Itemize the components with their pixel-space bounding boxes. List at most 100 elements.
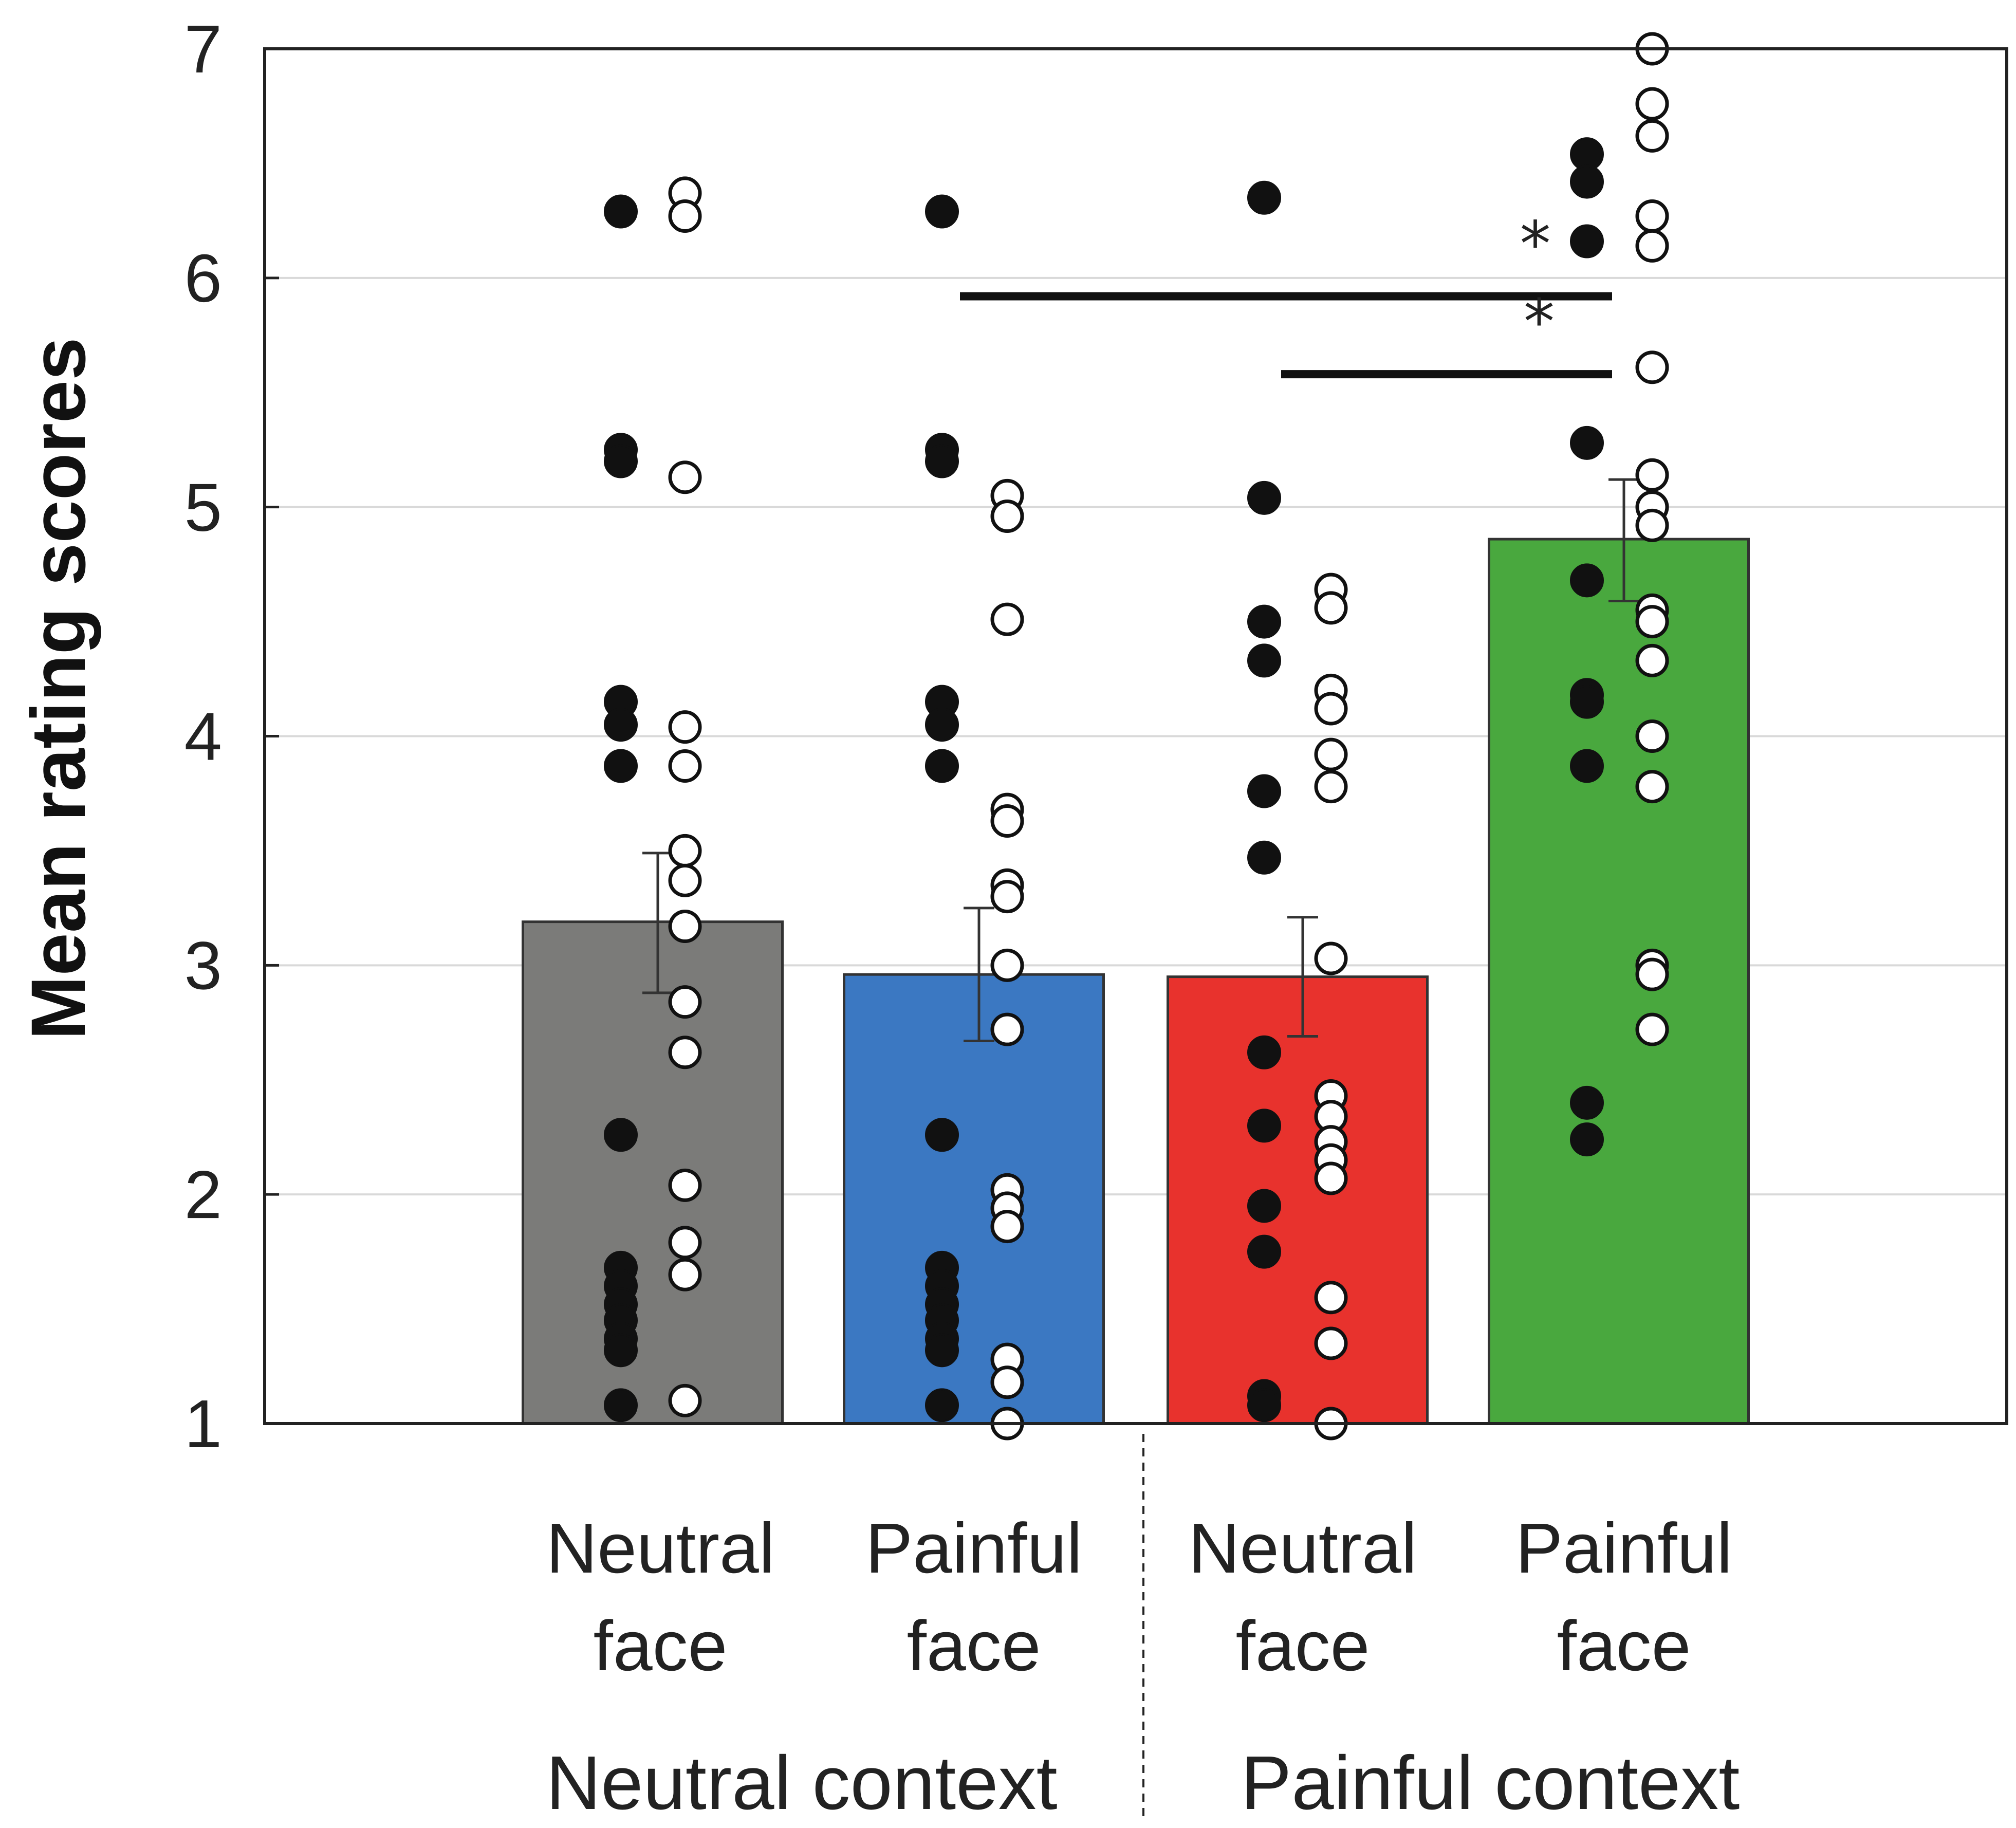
y-tick-label: 3 <box>184 928 222 1003</box>
category-label-line1: Neutral <box>546 1509 775 1588</box>
bars <box>522 538 1750 1425</box>
filled-point <box>1247 643 1281 678</box>
open-point <box>1635 119 1669 153</box>
open-point <box>668 863 702 897</box>
filled-point <box>1570 164 1604 199</box>
category-labels: Neutral face Painful face Neutral face Painful… <box>546 1509 1740 1825</box>
filled-point <box>604 1333 638 1368</box>
open-point <box>668 985 702 1019</box>
filled-point <box>1247 180 1281 215</box>
open-point <box>1635 508 1669 542</box>
filled-point <box>925 194 959 229</box>
category-label-line2: face <box>907 1607 1041 1686</box>
filled-point <box>1570 749 1604 783</box>
y-tick-label: 6 <box>184 241 222 316</box>
significance-markers: ** <box>960 209 1612 379</box>
open-point <box>1314 692 1348 726</box>
filled-point <box>1247 774 1281 808</box>
filled-point <box>1570 563 1604 598</box>
filled-point <box>604 1118 638 1152</box>
open-point <box>668 1383 702 1417</box>
y-tick-label: 7 <box>184 11 222 87</box>
category-label-line1: Painful <box>865 1509 1082 1588</box>
category-label-line1: Neutral <box>1189 1509 1417 1588</box>
open-point <box>990 948 1024 982</box>
filled-point <box>925 749 959 783</box>
open-point <box>990 880 1024 914</box>
category-label-line2: face <box>1557 1607 1691 1686</box>
filled-point <box>604 1388 638 1423</box>
open-point <box>1635 957 1669 991</box>
category-label-line2: face <box>1236 1607 1370 1686</box>
open-point <box>668 460 702 494</box>
filled-point <box>1247 481 1281 515</box>
open-point <box>1314 1161 1348 1195</box>
open-point <box>1635 199 1669 233</box>
group-label: Painful context <box>1241 1741 1740 1825</box>
open-point <box>990 1210 1024 1244</box>
filled-point <box>925 1118 959 1152</box>
open-point <box>1314 737 1348 771</box>
filled-point <box>1247 1234 1281 1269</box>
filled-point <box>1570 1085 1604 1120</box>
open-point <box>990 1365 1024 1399</box>
filled-point <box>1247 604 1281 639</box>
y-axis-label: Mean rating scores <box>15 337 101 1040</box>
y-tick-label: 4 <box>184 699 222 774</box>
data-points <box>604 32 1669 1441</box>
filled-point <box>1247 1388 1281 1423</box>
open-point <box>990 804 1024 838</box>
category-label-line1: Painful <box>1515 1509 1732 1588</box>
open-point <box>668 910 702 944</box>
open-point <box>1635 605 1669 639</box>
filled-point <box>604 194 638 229</box>
category-label-line2: face <box>594 1607 728 1686</box>
open-point <box>1314 1281 1348 1315</box>
open-point <box>668 1258 702 1291</box>
open-point <box>668 834 702 867</box>
open-point <box>668 749 702 783</box>
significance-star: * <box>1520 209 1551 281</box>
bar <box>1167 975 1429 1425</box>
open-point <box>990 1012 1024 1046</box>
significance-star: * <box>1524 287 1555 358</box>
open-point <box>1635 1012 1669 1046</box>
filled-point <box>1570 685 1604 719</box>
open-point <box>668 710 702 744</box>
open-point <box>1635 719 1669 753</box>
bar <box>843 973 1105 1425</box>
filled-point <box>1570 1122 1604 1157</box>
open-point <box>668 1036 702 1069</box>
filled-point <box>604 444 638 478</box>
filled-point <box>925 1388 959 1423</box>
filled-point <box>925 1333 959 1368</box>
filled-point <box>925 444 959 478</box>
open-point <box>1635 229 1669 263</box>
filled-point <box>1247 1035 1281 1069</box>
open-point <box>1314 1326 1348 1360</box>
y-axis-ticks: 1 2 3 4 5 6 7 <box>184 11 279 1462</box>
open-point <box>668 1226 702 1260</box>
y-tick-label: 1 <box>184 1386 222 1462</box>
open-point <box>668 1168 702 1202</box>
filled-point <box>604 708 638 742</box>
filled-point <box>1247 1189 1281 1223</box>
open-point <box>990 500 1024 533</box>
filled-point <box>925 708 959 742</box>
open-point <box>668 199 702 233</box>
filled-point <box>1570 426 1604 460</box>
bar <box>1488 538 1750 1425</box>
error-bars <box>642 478 1639 1042</box>
open-point <box>1314 941 1348 975</box>
open-point <box>1635 458 1669 492</box>
open-point <box>1635 643 1669 677</box>
bar <box>522 920 784 1425</box>
y-tick-label: 2 <box>184 1157 222 1232</box>
open-point <box>1314 770 1348 804</box>
y-tick-label: 5 <box>184 470 222 545</box>
open-point <box>1635 87 1669 121</box>
filled-point <box>1247 840 1281 875</box>
open-point <box>990 602 1024 636</box>
open-point <box>1635 350 1669 384</box>
